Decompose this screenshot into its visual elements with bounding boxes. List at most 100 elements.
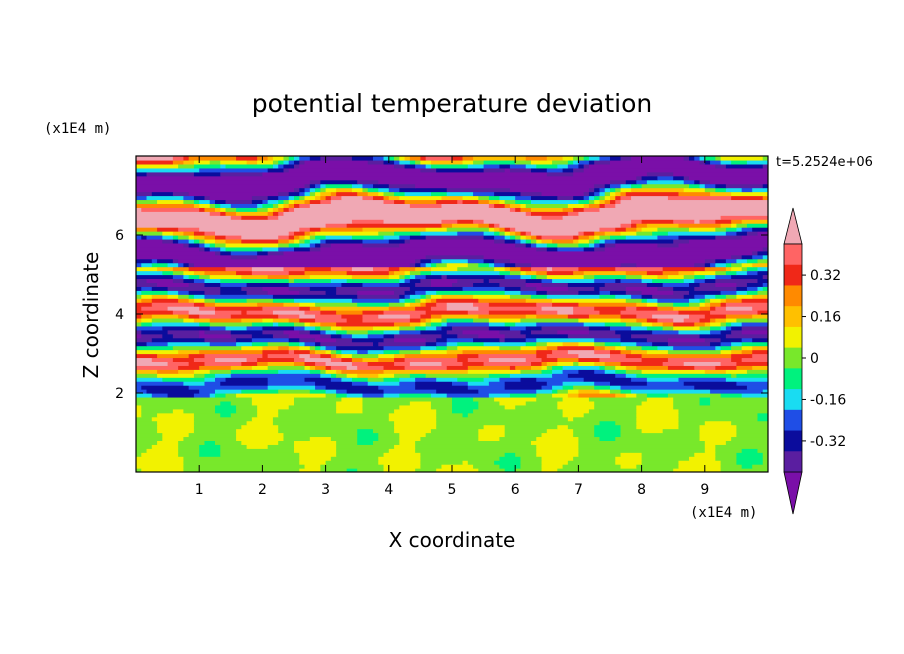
field-cell <box>351 298 400 303</box>
field-cell <box>620 349 632 355</box>
field-cell <box>351 337 385 343</box>
field-cell <box>483 254 732 260</box>
field-cell <box>320 227 364 232</box>
field-cell <box>646 349 669 355</box>
field-cell <box>625 270 648 276</box>
field-cell <box>678 460 722 465</box>
field-cell <box>309 199 321 204</box>
field-cell <box>172 270 184 276</box>
field-cell <box>430 266 458 272</box>
field-cell <box>699 298 706 303</box>
field-cell <box>646 171 674 177</box>
field-cell <box>710 191 732 197</box>
field-cell <box>652 314 690 319</box>
field-cell <box>515 242 527 248</box>
field-cell <box>388 412 437 418</box>
field-cell <box>536 452 579 457</box>
field-cell <box>509 203 522 208</box>
field-cell <box>283 163 295 169</box>
x-unit-label: (x1E4 m) <box>690 505 757 521</box>
field-cell <box>725 369 748 374</box>
field-cell <box>699 317 711 323</box>
field-cell <box>215 373 232 378</box>
field-cell <box>320 195 327 201</box>
field-cell <box>288 337 300 343</box>
field-cell <box>288 199 295 204</box>
field-cell <box>520 377 537 382</box>
field-cell <box>199 329 206 335</box>
field-cell <box>188 290 206 295</box>
field-cell <box>699 436 732 441</box>
field-cell <box>652 321 664 327</box>
field-cell <box>304 235 311 240</box>
field-cell <box>446 274 506 280</box>
field-cell <box>478 298 527 303</box>
field-cell <box>467 412 564 418</box>
field-cell <box>462 286 506 291</box>
field-cell <box>183 468 300 472</box>
field-cell <box>357 349 369 355</box>
field-cell <box>230 333 253 339</box>
field-cell <box>752 306 768 311</box>
field-cell <box>441 219 458 224</box>
field-cell <box>646 223 680 228</box>
field-cell <box>531 440 579 445</box>
field-cell <box>215 250 221 256</box>
field-cell <box>631 333 701 339</box>
field-cell <box>136 396 253 402</box>
field-cell <box>562 412 585 418</box>
field-cell <box>188 432 237 438</box>
field-cell <box>594 424 622 430</box>
field-cell <box>494 227 500 232</box>
field-cell <box>715 456 737 461</box>
field-cell <box>367 159 385 165</box>
field-cell <box>136 373 158 378</box>
field-cell <box>610 183 622 189</box>
field-cell <box>225 238 242 244</box>
field-cell <box>236 404 258 410</box>
field-cell <box>415 159 421 165</box>
field-cell <box>446 341 458 347</box>
field-cell <box>436 325 443 331</box>
field-cell <box>473 156 527 161</box>
field-cell <box>515 468 543 472</box>
field-cell <box>452 282 474 287</box>
field-cell <box>488 321 506 327</box>
field-cell <box>415 440 532 445</box>
field-cell <box>536 314 569 319</box>
field-cell <box>552 349 569 355</box>
field-cell <box>136 337 153 343</box>
field-cell <box>541 191 585 197</box>
field-cell <box>188 156 237 161</box>
field-cell <box>599 207 768 212</box>
field-cell <box>136 464 184 469</box>
field-cell <box>683 317 701 323</box>
field-cell <box>488 393 511 398</box>
field-cell <box>436 345 448 351</box>
field-cell <box>325 235 353 240</box>
field-cell <box>193 298 206 303</box>
field-cell <box>193 428 237 434</box>
field-cell <box>404 156 411 161</box>
field-cell <box>272 159 279 165</box>
field-cell <box>167 286 221 291</box>
field-cell <box>488 310 537 315</box>
field-cell <box>409 278 421 283</box>
field-cell <box>141 452 179 457</box>
field-cell <box>599 199 606 204</box>
field-cell <box>420 452 506 457</box>
field-cell <box>162 325 211 331</box>
field-cell <box>183 262 190 268</box>
field-cell <box>599 294 616 299</box>
field-cell <box>441 195 464 201</box>
field-cell <box>399 349 421 355</box>
field-cell <box>567 460 616 465</box>
field-cell <box>725 314 753 319</box>
field-cell <box>409 321 421 327</box>
field-cell <box>172 258 179 264</box>
field-cell <box>699 183 706 189</box>
field-cell <box>646 317 658 323</box>
field-cell <box>183 278 195 283</box>
field-cell <box>267 211 274 216</box>
field-cell <box>615 345 627 351</box>
